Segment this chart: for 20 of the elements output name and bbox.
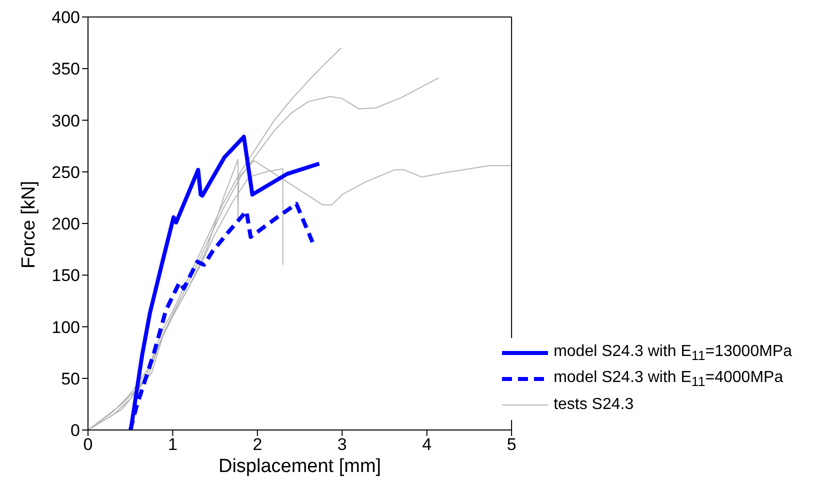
y-tick-label: 0: [70, 421, 80, 440]
x-tick-label: 3: [337, 435, 347, 454]
y-tick-label: 250: [52, 162, 80, 182]
y-tick-label: 300: [52, 111, 80, 130]
x-tick-label: 5: [506, 435, 516, 454]
y-tick-label: 150: [52, 266, 80, 286]
x-tick-label: 1: [168, 435, 178, 454]
x-axis-title: Displacement [mm]: [218, 456, 382, 477]
x-tick-label: 2: [252, 435, 262, 454]
y-axis-title: Force [kN]: [18, 180, 40, 268]
x-tick-label: 4: [422, 435, 432, 454]
legend-label: model S24.3 with E$_{11}$=13000MPa: [554, 342, 792, 364]
legend-label: model S24.3 with E$_{11}$=4000MPa: [554, 368, 784, 390]
y-tick-label: 350: [52, 60, 80, 79]
y-tick-label: 400: [52, 8, 80, 28]
y-tick-label: 200: [52, 214, 80, 234]
y-tick-label: 50: [61, 369, 80, 388]
x-tick-label: 0: [83, 435, 93, 454]
y-tick-label: 100: [52, 318, 80, 337]
legend-label: tests S24.3: [554, 396, 634, 414]
